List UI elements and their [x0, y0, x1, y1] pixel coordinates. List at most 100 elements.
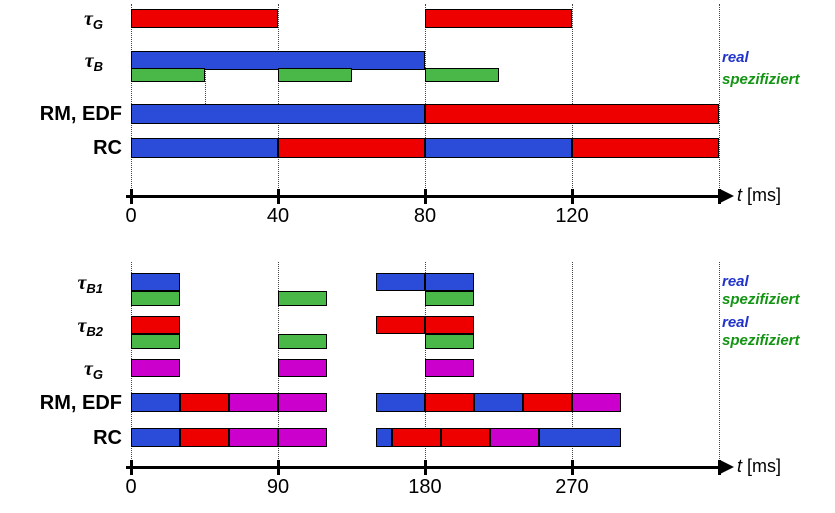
tick-mark [276, 460, 280, 475]
row-rc-label: RC [93, 137, 122, 159]
row-tau-B2-spec-bar [131, 334, 180, 349]
legend-real-label: real [722, 49, 749, 66]
grid-line [571, 262, 573, 467]
tau-symbol: τ [77, 315, 87, 337]
row-rm-edf-label: RM, EDF [39, 392, 122, 414]
tick-label: 80 [413, 205, 437, 227]
time-unit: [ms] [747, 456, 782, 476]
row-tau-G-bar [425, 9, 572, 28]
time-variable: t [737, 456, 743, 476]
grid-line [572, 4, 573, 196]
row-tau-B1-real-bar [131, 273, 180, 291]
row-tau-B2-spec-bar [277, 334, 327, 349]
row-tau-B-spec-bar [131, 68, 205, 82]
axis-unit-label: t [ms] [737, 456, 781, 477]
tau-symbol: τ [77, 272, 87, 294]
row-rm-edf-bar [131, 393, 180, 412]
row-tau-B1-spec-bar [131, 291, 180, 306]
row-tau-B1-real-label: τB1 [0, 272, 103, 296]
row-rm-edf-bar [424, 393, 474, 412]
tau-subscript: B1 [86, 281, 103, 296]
tick-label: 0 [125, 205, 137, 227]
row-tau-B1-real-bar [424, 273, 474, 291]
tau-symbol: τ [84, 50, 94, 72]
legend-real-label: real [722, 314, 749, 331]
tick-label: 120 [555, 205, 589, 227]
row-tau-G-label: τG [0, 8, 103, 32]
row-tau-B2-real-bar [131, 316, 180, 334]
grid-line [278, 4, 279, 196]
row-rc-bar [131, 138, 278, 158]
row-rc-bar [441, 428, 491, 447]
row-rm-edf-bar [473, 393, 523, 412]
axis-arrow-icon [719, 460, 734, 474]
row-rm-edf-bar [425, 104, 719, 124]
tick-mark [717, 460, 721, 475]
tau-symbol: τ [83, 358, 93, 380]
row-tau-B2-real-bar [375, 316, 425, 334]
grid-line [425, 4, 426, 196]
row-rc-bar [392, 428, 442, 447]
legend-real-label: real [722, 273, 749, 290]
tick-mark [130, 460, 133, 475]
row-rc-bar [278, 138, 425, 158]
tau-subscript: G [92, 367, 103, 382]
row-rc-bar [131, 428, 180, 447]
row-tau-G-label: τG [0, 358, 103, 382]
tick-mark [571, 189, 574, 204]
row-tau-G-bar [131, 359, 180, 377]
row-tau-B1-spec-bar [277, 291, 327, 306]
tick-label: 0 [125, 476, 137, 498]
tick-mark [718, 189, 721, 204]
row-rc-bar [277, 428, 327, 447]
drop-line [204, 71, 206, 106]
row-tau-B-real-label: τB [0, 50, 103, 74]
grid-line [718, 262, 720, 467]
tau-symbol: τ [83, 8, 93, 30]
time-variable: t [737, 185, 743, 205]
axis-unit-label: t [ms] [737, 185, 781, 206]
legend-spezifiziert-label: spezifiziert [722, 332, 800, 349]
tau-subscript: G [92, 17, 103, 32]
row-tau-B-spec-bar [425, 68, 499, 82]
row-tau-G-bar [424, 359, 474, 377]
legend-spezifiziert-label: spezifiziert [722, 291, 800, 308]
row-rc-bar [375, 428, 393, 447]
row-tau-G-bar [277, 359, 327, 377]
grid-line [719, 4, 720, 196]
tick-mark [424, 189, 427, 204]
row-rm-edf-bar [179, 393, 229, 412]
row-rm-edf-bar [522, 393, 572, 412]
row-rc-bar [572, 138, 719, 158]
tick-mark [570, 460, 574, 475]
grid-line [131, 4, 132, 196]
tau-subscript: B [93, 59, 103, 74]
tick-label: 180 [408, 476, 442, 498]
row-tau-G-bar [131, 9, 278, 28]
row-rm-edf-label: RM, EDF [39, 103, 122, 125]
tick-label: 40 [266, 205, 290, 227]
row-tau-B-spec-bar [278, 68, 352, 82]
tick-label: 270 [555, 476, 589, 498]
row-rc-bar [179, 428, 229, 447]
row-rm-edf-bar [131, 104, 425, 124]
time-unit: [ms] [747, 185, 782, 205]
tick-mark [423, 460, 427, 475]
row-rm-edf-bar [228, 393, 278, 412]
row-tau-B1-spec-bar [424, 291, 474, 306]
axis-arrow-icon [720, 189, 734, 203]
row-tau-B2-real-bar [424, 316, 474, 334]
row-rm-edf-bar [277, 393, 327, 412]
row-tau-B1-real-bar [375, 273, 425, 291]
row-rc-bar [228, 428, 278, 447]
row-tau-B2-real-label: τB2 [0, 315, 103, 339]
tick-label: 90 [266, 476, 290, 498]
row-rc-bar [490, 428, 540, 447]
row-rc-label: RC [93, 427, 122, 449]
row-rm-edf-bar [571, 393, 621, 412]
row-rc-bar [539, 428, 621, 447]
row-rc-bar [425, 138, 572, 158]
